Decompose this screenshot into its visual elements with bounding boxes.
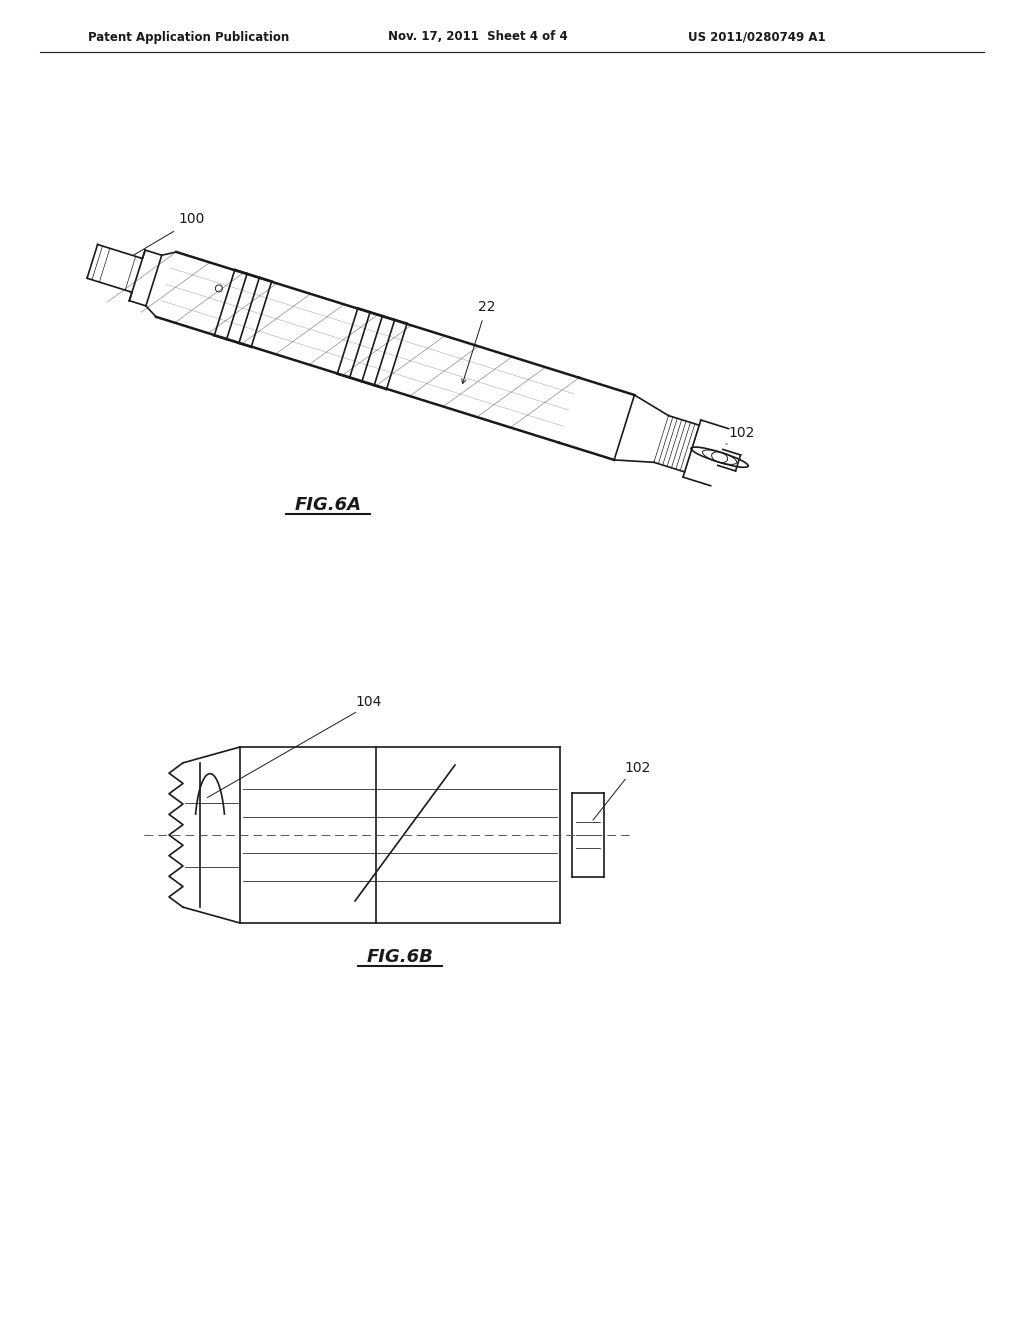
Text: 102: 102 (728, 426, 755, 440)
Text: 22: 22 (478, 300, 496, 314)
Text: US 2011/0280749 A1: US 2011/0280749 A1 (688, 30, 825, 44)
Text: Nov. 17, 2011  Sheet 4 of 4: Nov. 17, 2011 Sheet 4 of 4 (388, 30, 567, 44)
Text: 104: 104 (355, 696, 381, 709)
Text: Patent Application Publication: Patent Application Publication (88, 30, 289, 44)
Text: 102: 102 (624, 762, 650, 775)
Text: 100: 100 (178, 213, 205, 226)
Text: FIG.6A: FIG.6A (295, 496, 361, 513)
Text: FIG.6B: FIG.6B (367, 948, 433, 966)
